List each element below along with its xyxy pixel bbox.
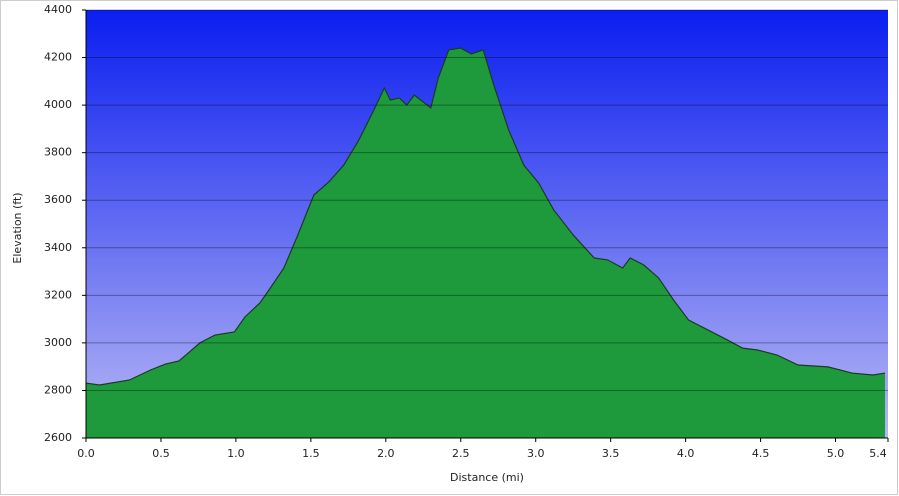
- y-tick-label: 4000: [44, 98, 72, 111]
- y-tick-label: 3400: [44, 241, 72, 254]
- x-tick-label: 1.0: [227, 447, 245, 460]
- area: [86, 48, 886, 439]
- x-tick-label: 3.5: [602, 447, 620, 460]
- y-tick-label: 2800: [44, 383, 72, 396]
- x-tick-label: 5.4: [869, 447, 887, 460]
- x-tick-label: 2.0: [377, 447, 395, 460]
- x-tick-label: 3.0: [527, 447, 545, 460]
- y-tick-label: 3200: [44, 288, 72, 301]
- x-tick-label: 4.5: [752, 447, 770, 460]
- x-tick-label: 4.0: [677, 447, 695, 460]
- y-tick-label: 4200: [44, 51, 72, 64]
- area-outline: [85, 47, 886, 386]
- y-tick-label: 3800: [44, 146, 72, 159]
- x-tick-label: 5.0: [827, 447, 845, 460]
- x-tick-label: 2.5: [452, 447, 470, 460]
- y-tick-label: 4400: [44, 3, 72, 16]
- y-axis-label: Elevation (ft): [11, 192, 24, 263]
- y-tick-label: 2600: [44, 431, 72, 444]
- y-tick-label: 3600: [44, 193, 72, 206]
- x-tick-label: 0.0: [77, 447, 95, 460]
- x-tick-label: 1.5: [302, 447, 320, 460]
- x-axis-label: Distance (mi): [450, 471, 524, 484]
- x-tick-label: 0.5: [152, 447, 170, 460]
- y-tick-label: 3000: [44, 336, 72, 349]
